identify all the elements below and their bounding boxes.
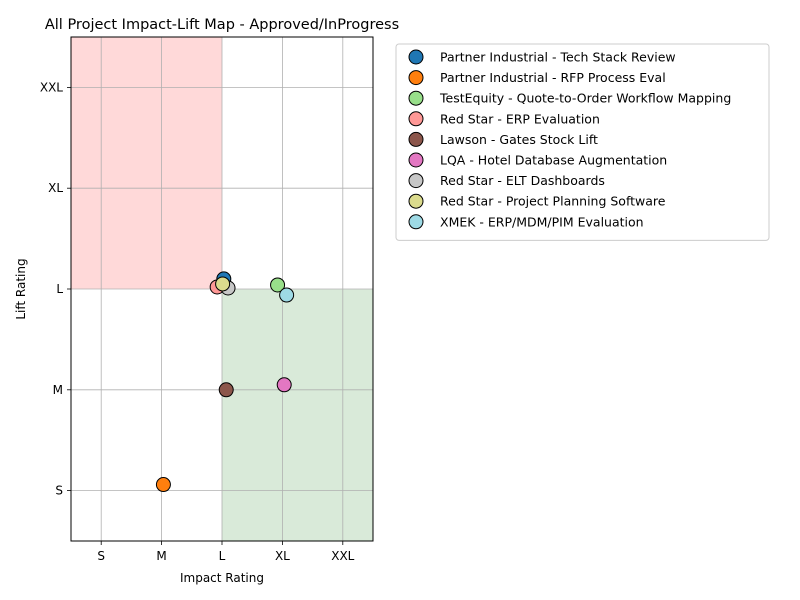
y-tick-label: M bbox=[53, 383, 63, 397]
legend-marker bbox=[408, 49, 424, 65]
legend-label: Red Star - Project Planning Software bbox=[440, 194, 666, 209]
legend-marker bbox=[408, 131, 424, 147]
data-point-5 bbox=[218, 382, 234, 398]
y-tick-label: XL bbox=[48, 181, 63, 195]
data-point-6 bbox=[276, 377, 292, 393]
legend-marker bbox=[408, 90, 424, 106]
legend-marker bbox=[408, 152, 424, 168]
legend-marker bbox=[408, 193, 424, 209]
data-point-8 bbox=[215, 276, 231, 292]
legend-label: Partner Industrial - RFP Process Eval bbox=[440, 70, 666, 85]
legend-marker bbox=[408, 70, 424, 86]
legend: Partner Industrial - Tech Stack Review Pa… bbox=[395, 43, 770, 241]
legend-label: Red Star - ELT Dashboards bbox=[440, 173, 605, 188]
legend-label: Partner Industrial - Tech Stack Review bbox=[440, 50, 676, 65]
x-tick-label: XL bbox=[275, 549, 290, 563]
x-tick-label: L bbox=[219, 549, 226, 563]
legend-label: Red Star - ERP Evaluation bbox=[440, 111, 600, 126]
legend-label: LQA - Hotel Database Augmentation bbox=[440, 153, 667, 168]
legend-marker bbox=[408, 173, 424, 189]
points-layer bbox=[155, 271, 295, 493]
legend-frame bbox=[395, 43, 770, 241]
y-tick-label: S bbox=[55, 484, 63, 498]
data-point-3 bbox=[270, 277, 286, 293]
x-tick-label: S bbox=[97, 549, 105, 563]
shaded-region-2 bbox=[222, 289, 373, 541]
chart-title: All Project Impact-Lift Map - Approved/I… bbox=[45, 17, 399, 33]
x-tick-label: XXL bbox=[331, 549, 354, 563]
x-axis-ticks: S M L XL XXL bbox=[97, 541, 355, 563]
y-axis-ticks: S M L XL XXL bbox=[40, 80, 71, 498]
x-axis-title: Impact Rating bbox=[180, 571, 264, 585]
legend-label: Lawson - Gates Stock Lift bbox=[440, 132, 598, 147]
legend-label: XMEK - ERP/MDM/PIM Evaluation bbox=[440, 214, 644, 229]
y-tick-label: L bbox=[56, 282, 63, 296]
legend-marker bbox=[408, 214, 424, 230]
legend-marker bbox=[408, 111, 424, 127]
legend-label: TestEquity - Quote-to-Order Workflow Map… bbox=[439, 91, 731, 106]
data-point-9 bbox=[279, 287, 295, 303]
y-tick-label: XXL bbox=[40, 80, 63, 94]
regions-layer bbox=[71, 37, 373, 541]
data-point-2 bbox=[155, 477, 171, 493]
shaded-region-1 bbox=[71, 37, 222, 289]
x-tick-label: M bbox=[156, 549, 166, 563]
y-axis-title: Lift Rating bbox=[14, 258, 28, 319]
